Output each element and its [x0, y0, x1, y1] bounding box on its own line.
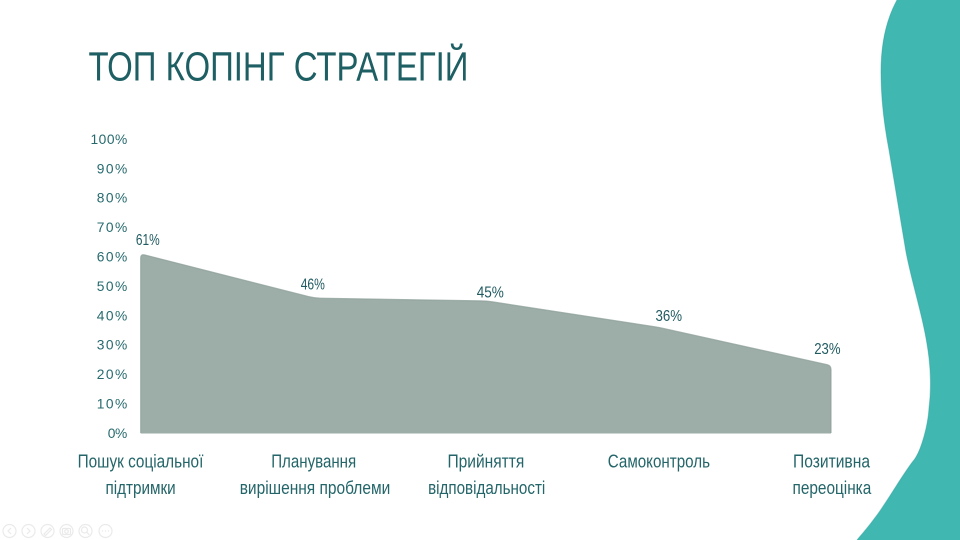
svg-text:переоцінка: переоцінка — [793, 478, 873, 498]
svg-text:0%: 0% — [108, 426, 128, 441]
svg-text:46%: 46% — [301, 276, 325, 293]
svg-text:30%: 30% — [97, 338, 128, 353]
svg-text:61%: 61% — [136, 232, 160, 249]
svg-text:60%: 60% — [97, 250, 128, 265]
svg-text:70%: 70% — [97, 220, 128, 235]
svg-text:45%: 45% — [477, 285, 504, 302]
svg-text:36%: 36% — [656, 308, 683, 325]
svg-text:10%: 10% — [97, 397, 128, 412]
svg-text:Пошук соціальної: Пошук соціальної — [78, 452, 204, 472]
svg-text:Позитивна: Позитивна — [793, 452, 871, 472]
svg-text:100%: 100% — [91, 132, 128, 147]
svg-text:20%: 20% — [97, 367, 128, 382]
svg-text:50%: 50% — [97, 279, 128, 294]
svg-text:Прийняття: Прийняття — [447, 452, 524, 472]
svg-text:Планування: Планування — [271, 452, 356, 472]
svg-text:80%: 80% — [97, 191, 128, 206]
svg-text:90%: 90% — [97, 161, 128, 176]
svg-text:40%: 40% — [97, 308, 128, 323]
svg-text:підтримки: підтримки — [106, 478, 176, 498]
svg-text:Самоконтроль: Самоконтроль — [608, 452, 710, 472]
svg-text:відповідальності: відповідальності — [428, 478, 545, 498]
svg-text:ТОП КОПІНГ СТРАТЕГІЙ: ТОП КОПІНГ СТРАТЕГІЙ — [89, 44, 469, 90]
svg-text:23%: 23% — [814, 341, 840, 358]
svg-text:вирішення проблеми: вирішення проблеми — [240, 478, 391, 498]
